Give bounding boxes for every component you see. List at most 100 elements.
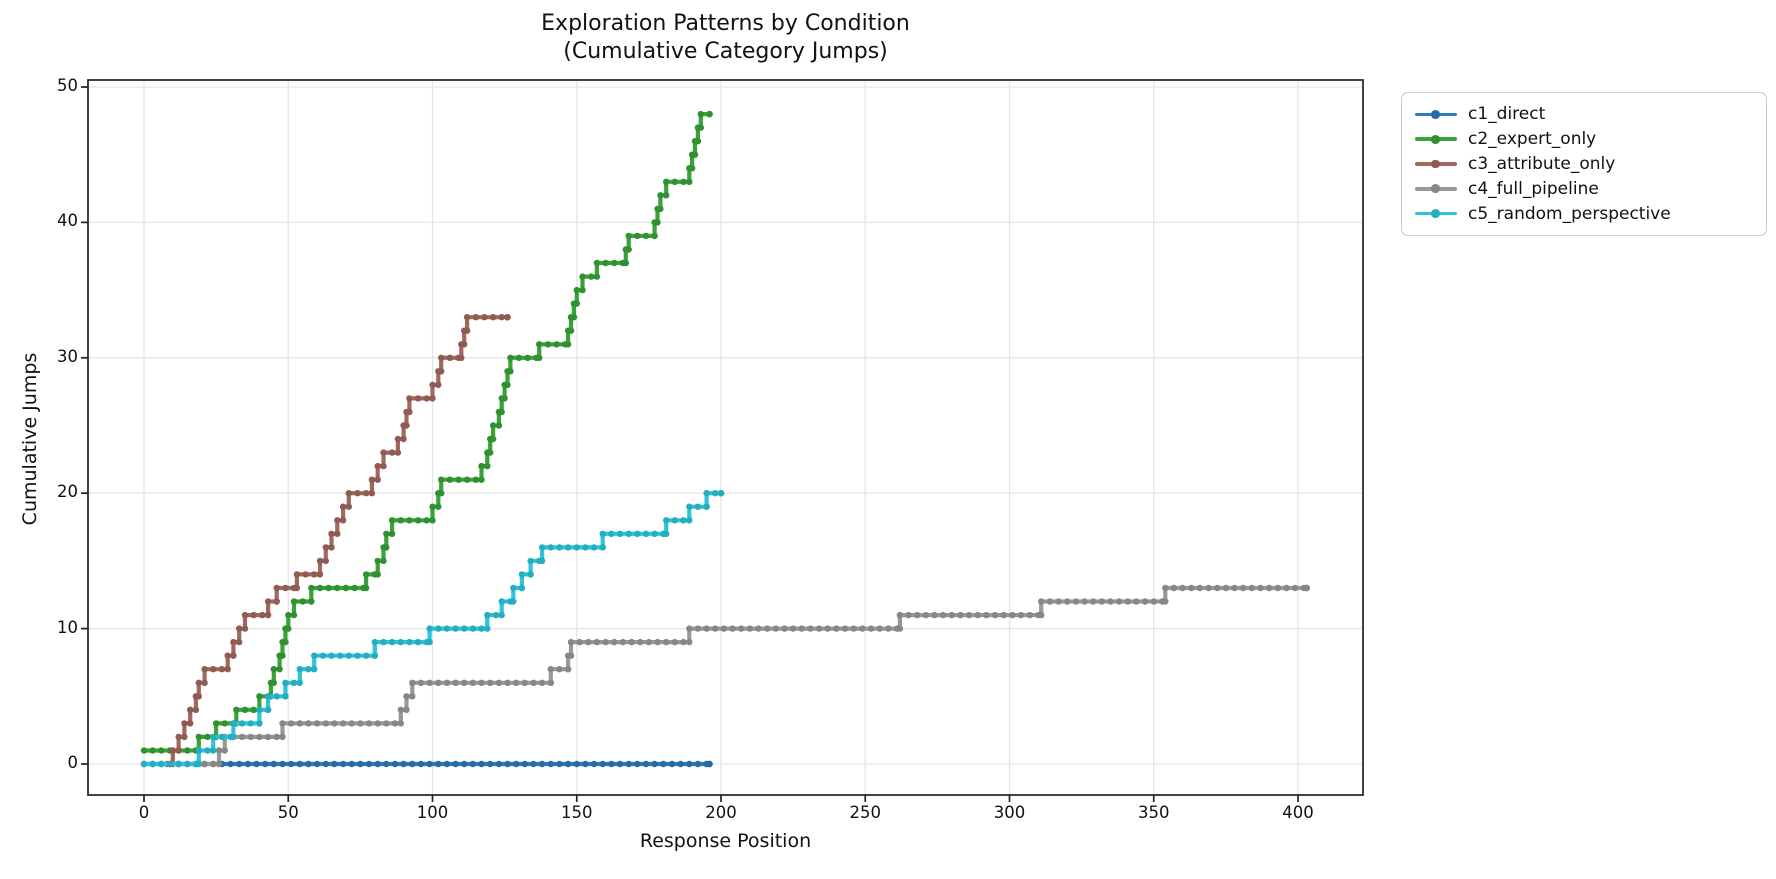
series-marker-c4_full_pipeline bbox=[247, 733, 254, 741]
series-marker-c2_expert_only bbox=[544, 341, 552, 348]
y-tick-label: 10 bbox=[57, 617, 78, 637]
series-marker-c4_full_pipeline bbox=[567, 638, 575, 646]
series-marker-c2_expert_only bbox=[478, 462, 485, 470]
series-marker-c3_attribute_only bbox=[339, 517, 347, 524]
series-marker-c4_full_pipeline bbox=[694, 625, 702, 632]
series-marker-c4_full_pipeline bbox=[671, 638, 678, 646]
series-marker-c4_full_pipeline bbox=[1257, 584, 1264, 592]
legend-line-swatch bbox=[1415, 209, 1457, 219]
series-marker-c4_full_pipeline bbox=[273, 733, 280, 741]
series-marker-c2_expert_only bbox=[706, 110, 713, 118]
series-marker-c4_full_pipeline bbox=[1038, 598, 1045, 605]
series-marker-c2_expert_only bbox=[515, 354, 523, 361]
series-marker-c3_attribute_only bbox=[175, 733, 182, 741]
series-marker-c1_direct bbox=[417, 760, 425, 768]
y-tick-label: 40 bbox=[57, 211, 78, 231]
series-marker-c4_full_pipeline bbox=[755, 625, 762, 632]
series-marker-c2_expert_only bbox=[553, 341, 560, 348]
series-marker-c5_random_perspective bbox=[264, 706, 272, 713]
series-marker-c5_random_perspective bbox=[140, 760, 148, 768]
series-marker-c2_expert_only bbox=[487, 449, 494, 456]
series-marker-c5_random_perspective bbox=[484, 611, 491, 619]
series-marker-c4_full_pipeline bbox=[859, 625, 866, 632]
series-marker-c1_direct bbox=[634, 760, 641, 768]
series-marker-c1_direct bbox=[227, 760, 234, 768]
legend-item-c3-attribute-only: c3_attribute_only bbox=[1415, 152, 1753, 177]
series-marker-c1_direct bbox=[478, 760, 485, 768]
series-marker-c4_full_pipeline bbox=[1046, 598, 1054, 605]
series-marker-c4_full_pipeline bbox=[833, 625, 840, 632]
series-marker-c4_full_pipeline bbox=[789, 625, 797, 632]
series-marker-c1_direct bbox=[357, 760, 364, 768]
series-marker-c4_full_pipeline bbox=[686, 625, 693, 632]
legend-line-swatch bbox=[1415, 134, 1457, 144]
series-marker-c4_full_pipeline bbox=[495, 679, 503, 686]
series-marker-c5_random_perspective bbox=[498, 598, 505, 605]
series-marker-c4_full_pipeline bbox=[478, 679, 485, 686]
series-marker-c5_random_perspective bbox=[564, 544, 572, 551]
series-marker-c1_direct bbox=[287, 760, 295, 768]
series-marker-c4_full_pipeline bbox=[896, 625, 904, 632]
series-marker-c2_expert_only bbox=[573, 300, 580, 307]
series-marker-c3_attribute_only bbox=[380, 462, 387, 470]
series-marker-c4_full_pipeline bbox=[841, 625, 849, 632]
series-marker-c4_full_pipeline bbox=[637, 638, 644, 646]
series-marker-c1_direct bbox=[668, 760, 676, 768]
series-marker-c4_full_pipeline bbox=[374, 720, 381, 727]
series-marker-c1_direct bbox=[322, 760, 329, 768]
series-marker-c2_expert_only bbox=[579, 286, 586, 294]
series-marker-c3_attribute_only bbox=[414, 395, 422, 402]
series-marker-c3_attribute_only bbox=[241, 611, 249, 619]
series-marker-c3_attribute_only bbox=[380, 449, 387, 456]
series-marker-c2_expert_only bbox=[489, 422, 497, 429]
series-marker-c3_attribute_only bbox=[406, 395, 413, 402]
series-marker-c5_random_perspective bbox=[527, 557, 534, 565]
series-marker-c1_direct bbox=[564, 760, 572, 768]
series-marker-c2_expert_only bbox=[484, 462, 491, 470]
legend-marker-dot bbox=[1431, 159, 1440, 169]
series-marker-c1_direct bbox=[677, 760, 684, 768]
series-marker-c4_full_pipeline bbox=[1115, 598, 1123, 605]
series-marker-c1_direct bbox=[313, 760, 321, 768]
series-marker-c2_expert_only bbox=[611, 259, 618, 267]
series-marker-c4_full_pipeline bbox=[896, 611, 904, 619]
series-marker-c4_full_pipeline bbox=[965, 611, 973, 619]
series-marker-c4_full_pipeline bbox=[461, 679, 468, 686]
x-tick-label: 400 bbox=[1282, 803, 1314, 822]
series-marker-c3_attribute_only bbox=[334, 517, 341, 524]
series-marker-c4_full_pipeline bbox=[1179, 584, 1186, 592]
series-marker-c5_random_perspective bbox=[712, 490, 719, 497]
series-marker-c5_random_perspective bbox=[484, 625, 491, 632]
series-marker-c2_expert_only bbox=[573, 286, 580, 294]
series-marker-c3_attribute_only bbox=[311, 571, 318, 578]
series-marker-c5_random_perspective bbox=[230, 733, 237, 741]
series-marker-c3_attribute_only bbox=[250, 611, 257, 619]
series-marker-c2_expert_only bbox=[195, 733, 202, 741]
series-marker-c2_expert_only bbox=[507, 354, 514, 361]
x-tick-label: 0 bbox=[138, 803, 150, 822]
series-marker-c5_random_perspective bbox=[264, 693, 272, 700]
series-marker-c2_expert_only bbox=[489, 435, 497, 443]
series-marker-c2_expert_only bbox=[651, 232, 658, 240]
series-marker-c1_direct bbox=[608, 760, 615, 768]
legend-label: c5_random_perspective bbox=[1468, 203, 1671, 224]
series-marker-c5_random_perspective bbox=[256, 706, 263, 713]
series-marker-c4_full_pipeline bbox=[296, 720, 303, 727]
legend-label: c2_expert_only bbox=[1468, 129, 1597, 150]
series-marker-c2_expert_only bbox=[501, 395, 508, 402]
series-marker-c4_full_pipeline bbox=[1107, 598, 1114, 605]
series-marker-c2_expert_only bbox=[140, 747, 148, 754]
series-marker-c3_attribute_only bbox=[438, 354, 445, 361]
series-marker-c3_attribute_only bbox=[328, 544, 335, 551]
series-marker-c3_attribute_only bbox=[339, 503, 347, 510]
series-marker-c4_full_pipeline bbox=[1009, 611, 1016, 619]
series-marker-c5_random_perspective bbox=[238, 720, 246, 727]
series-marker-c1_direct bbox=[305, 760, 312, 768]
series-marker-c2_expert_only bbox=[270, 666, 277, 673]
series-marker-c3_attribute_only bbox=[334, 530, 341, 537]
series-marker-c2_expert_only bbox=[567, 327, 575, 334]
x-tick-label: 250 bbox=[849, 803, 882, 822]
series-marker-c2_expert_only bbox=[680, 178, 687, 185]
chart-title-line1: Exploration Patterns by Condition bbox=[541, 11, 910, 36]
